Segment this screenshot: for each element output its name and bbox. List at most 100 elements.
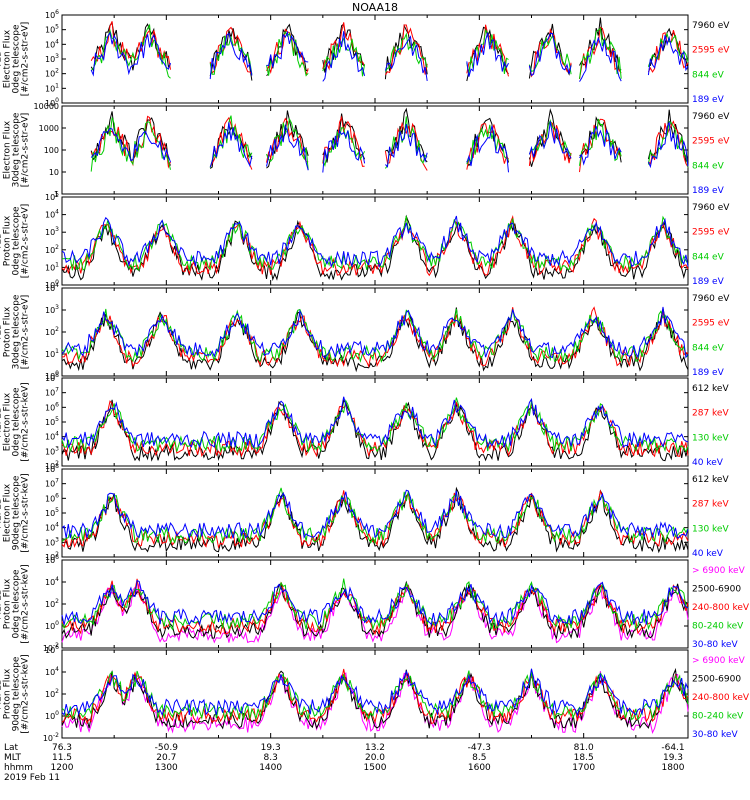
y-tick-label: 106 — [45, 9, 59, 20]
legend-entry-3: 844 eV — [692, 343, 725, 353]
series-trace-4 — [61, 215, 689, 269]
y-tick-label: 102 — [45, 598, 59, 609]
footer-mlt-value: 8.3 — [263, 753, 278, 763]
footer-hhmm-value: 1700 — [572, 763, 596, 773]
y-tick-label: 100 — [45, 97, 59, 108]
panel-1 — [61, 14, 689, 104]
legend-entry-4: 189 eV — [692, 368, 725, 378]
legend-entry-1: 612 keV — [692, 475, 729, 485]
y-tick-label: 103 — [45, 226, 59, 237]
series-trace-3 — [61, 487, 689, 545]
y-axis-label: TEDProton Flux0deg telescope[#/cm2-s-str… — [0, 204, 31, 279]
legend-entry-3: 240-800 keV — [692, 693, 750, 703]
y-tick-label: 100 — [45, 279, 59, 290]
y-tick-label: 100 — [45, 710, 59, 721]
series-trace-4 — [61, 306, 689, 359]
series-trace-1 — [61, 214, 689, 282]
legend-entry-1: 7960 eV — [692, 294, 730, 304]
y-tick-label: 10-2 — [43, 642, 59, 653]
series-trace-4 — [61, 489, 689, 540]
series-trace-4 — [61, 396, 689, 449]
y-tick-label: 102 — [45, 688, 59, 699]
y-axis-label: MEPEDElectron Flux90deg telescope[#/cm2-… — [0, 473, 31, 552]
footer-hhmm-value: 1200 — [50, 763, 74, 773]
series-trace-3 — [61, 308, 689, 364]
y-tick-label: 104 — [45, 666, 59, 677]
legend-entry-5: 30-80 keV — [692, 640, 738, 650]
footer-date: 2019 Feb 11 — [4, 773, 61, 783]
legend-entry-1: 7960 eV — [692, 21, 730, 31]
y-tick-label: 101 — [45, 82, 59, 93]
legend-entry-4: 40 keV — [692, 458, 724, 468]
y-tick-label: 103 — [45, 304, 59, 315]
footer-lat-value: 13.2 — [364, 743, 386, 753]
legend-entry-2: 287 keV — [692, 409, 729, 419]
series-trace-1 — [61, 307, 689, 373]
y-tick-label: 100 — [44, 146, 59, 155]
y-tick-label: 106 — [45, 492, 59, 503]
y-tick-label: 102 — [45, 326, 59, 337]
footer-mlt-value: 20.0 — [364, 753, 386, 763]
y-tick-label: 104 — [45, 282, 59, 293]
footer-row-label: Lat — [4, 743, 19, 753]
y-tick-label: 106 — [45, 401, 59, 412]
y-tick-label: 108 — [45, 463, 59, 474]
y-tick-label: 104 — [45, 522, 59, 533]
legend-entry-3: 240-800 keV — [692, 603, 750, 613]
series-trace-2 — [90, 115, 689, 173]
series-trace-2 — [61, 580, 689, 640]
y-tick-label: 104 — [45, 431, 59, 442]
footer-hhmm-value: 1500 — [363, 763, 387, 773]
panel-6 — [61, 468, 689, 558]
series-trace-1 — [61, 486, 689, 554]
legend-entry-4: 40 keV — [692, 549, 724, 559]
y-tick-label: 106 — [45, 554, 59, 565]
series-trace-1 — [61, 399, 689, 462]
y-tick-label: 103 — [45, 53, 59, 64]
legend-entry-1: 7960 eV — [692, 203, 730, 213]
y-tick-label: 102 — [45, 244, 59, 255]
footer-hhmm-value: 1600 — [467, 763, 491, 773]
y-axis-label: MEPEDElectron Flux0deg telescope[#/cm2-s… — [0, 382, 31, 461]
footer-lat-value: -64.1 — [661, 743, 685, 753]
y-tick-label: 1000 — [39, 124, 59, 133]
panel-5 — [61, 377, 689, 467]
footer-mlt-value: 18.5 — [573, 753, 594, 763]
footer-mlt-value: 8.5 — [472, 753, 487, 763]
footer-lat-value: 19.3 — [260, 743, 281, 753]
legend-entry-3: 844 eV — [692, 161, 725, 171]
legend-entry-2: 2595 eV — [692, 137, 730, 147]
y-axis-label: Electron Flux30deg telescope[#/cm2-s-str… — [3, 112, 31, 187]
y-tick-label: 105 — [45, 191, 59, 202]
y-tick-label: 1 — [54, 190, 59, 199]
legend-entry-1: > 6900 keV — [692, 566, 746, 576]
y-tick-label: 103 — [45, 536, 59, 547]
series-trace-5 — [61, 668, 689, 717]
footer-lat-value: 81.0 — [573, 743, 594, 753]
legend-entry-4: 189 eV — [692, 186, 725, 196]
legend-entry-1: > 6900 keV — [692, 656, 746, 666]
y-tick-label: 105 — [45, 507, 59, 518]
legend-entry-4: 80-240 keV — [692, 622, 744, 632]
panel-frame — [61, 105, 689, 195]
panel-2 — [61, 105, 689, 195]
y-tick-label: 104 — [45, 38, 59, 49]
legend-entry-2: 2595 eV — [692, 228, 730, 238]
series-trace-3 — [61, 397, 689, 454]
series-trace-2 — [61, 489, 689, 549]
panel-frame — [61, 14, 689, 104]
y-tick-label: 10000 — [34, 102, 59, 111]
legend-entry-2: 2500-6900 — [692, 585, 741, 595]
legend-entry-3: 130 keV — [692, 524, 729, 534]
series-trace-3 — [61, 215, 689, 272]
footer-hhmm-value: 1400 — [259, 763, 283, 773]
panel-7 — [61, 559, 689, 649]
footer-row-label: MLT — [4, 753, 22, 763]
y-tick-label: 107 — [45, 387, 59, 398]
y-tick-label: 10 — [49, 168, 59, 177]
panel-8 — [61, 649, 689, 739]
legend-entry-3: 130 keV — [692, 433, 729, 443]
y-tick-label: 105 — [45, 416, 59, 427]
legend-entry-3: 844 eV — [692, 70, 725, 80]
